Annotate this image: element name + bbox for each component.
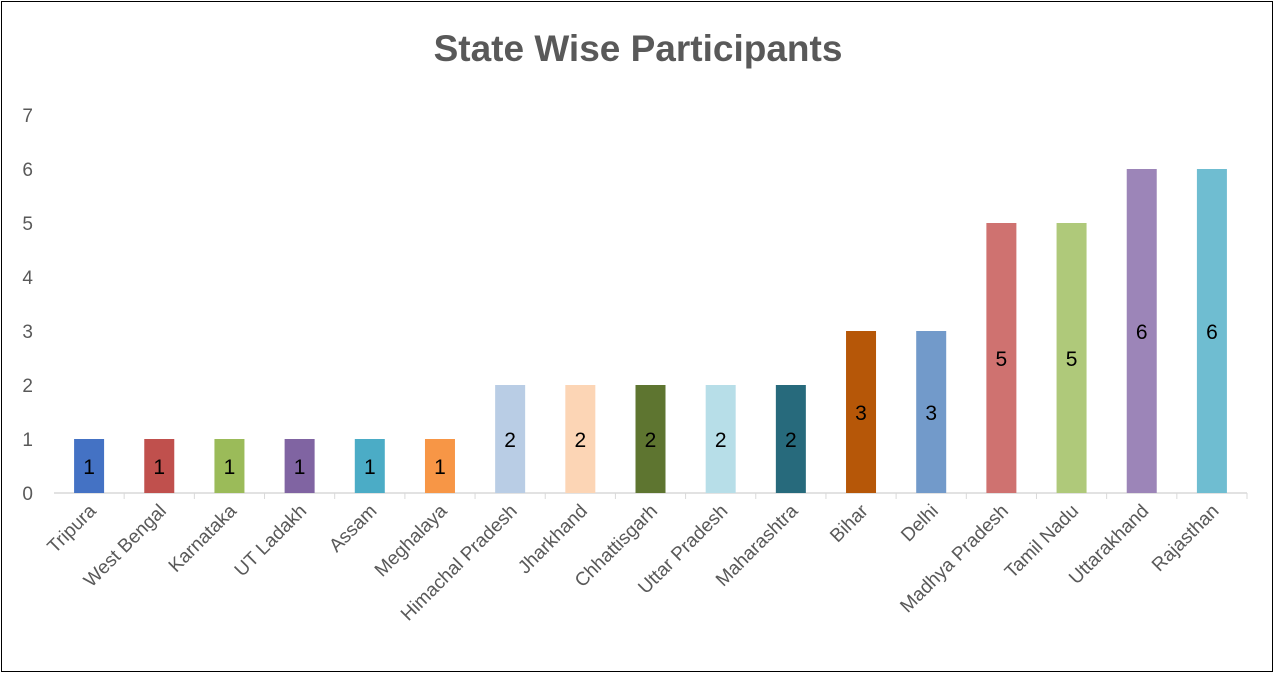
- bar: [284, 439, 315, 493]
- bar: [214, 439, 245, 493]
- data-label: 2: [504, 429, 516, 452]
- y-tick-label: 6: [22, 160, 33, 181]
- y-tick-label: 4: [22, 268, 33, 289]
- data-label: 1: [153, 456, 165, 479]
- bar: [144, 439, 175, 493]
- x-tick-label: Bihar: [826, 500, 873, 547]
- x-tick-label: Assam: [325, 501, 381, 557]
- bar: [846, 331, 877, 493]
- bar: [1196, 169, 1227, 493]
- bar: [495, 385, 526, 493]
- bar: [775, 385, 806, 493]
- data-label: 1: [434, 456, 446, 479]
- bar: [635, 385, 666, 493]
- bar: [916, 331, 947, 493]
- bar: [986, 223, 1017, 493]
- x-tick-label: Delhi: [897, 501, 942, 546]
- y-tick-label: 5: [22, 214, 33, 235]
- data-label: 1: [294, 456, 306, 479]
- data-label: 2: [645, 429, 657, 452]
- data-label: 1: [224, 456, 236, 479]
- x-tick-label: Tripura: [44, 500, 101, 557]
- chart-title: State Wise Participants: [433, 28, 843, 69]
- data-label: 6: [1136, 321, 1148, 344]
- x-tick-label: UT Ladakh: [231, 501, 311, 581]
- data-label: 1: [83, 456, 95, 479]
- data-label: 2: [715, 429, 727, 452]
- data-label: 2: [785, 429, 797, 452]
- bar: [354, 439, 385, 493]
- bar: [565, 385, 596, 493]
- data-label: 2: [574, 429, 586, 452]
- y-tick-label: 1: [22, 430, 33, 451]
- data-label: 1: [364, 456, 376, 479]
- bar: [705, 385, 736, 493]
- y-tick-label: 2: [22, 376, 33, 397]
- x-tick-label: Karnataka: [165, 500, 241, 576]
- data-label: 5: [996, 348, 1008, 371]
- bar: [1126, 169, 1157, 493]
- data-label: 6: [1206, 321, 1218, 344]
- data-label: 5: [1066, 348, 1078, 371]
- x-tick-label: Himachal Pradesh: [397, 501, 522, 626]
- bar: [1056, 223, 1087, 493]
- bar: [74, 439, 105, 493]
- bar: [424, 439, 455, 493]
- y-tick-label: 0: [22, 484, 33, 505]
- x-tick-label: Rajasthan: [1148, 501, 1223, 576]
- y-tick-label: 7: [22, 106, 33, 127]
- data-label: 3: [925, 402, 937, 425]
- y-tick-label: 3: [22, 322, 33, 343]
- data-label: 3: [855, 402, 867, 425]
